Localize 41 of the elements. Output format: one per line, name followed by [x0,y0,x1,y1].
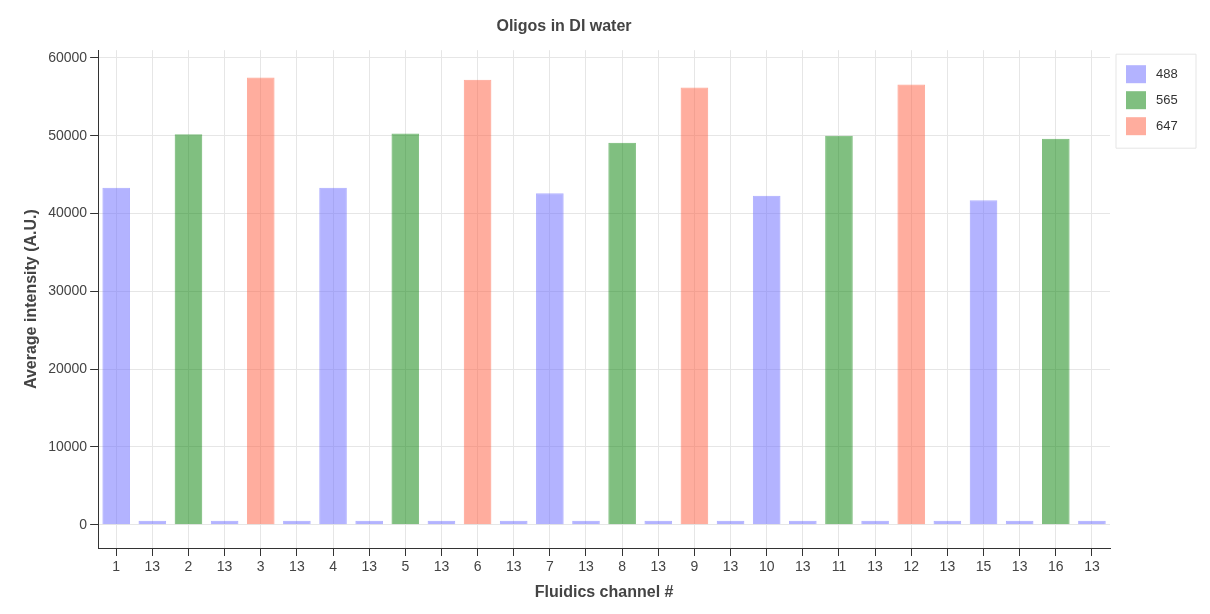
y-tick-label: 20000 [48,359,88,376]
y-tick-label: 60000 [48,48,88,65]
x-tick-label: 4 [329,558,338,575]
x-tick-label: 11 [831,558,847,575]
x-tick-label: 8 [618,558,627,575]
x-tick-label: 13 [361,558,378,575]
legend-label: 647 [1156,117,1178,133]
x-tick-label: 1 [112,558,121,575]
x-tick-label: 12 [903,558,920,575]
x-tick-label: 13 [1011,558,1028,575]
x-tick-label: 13 [433,558,450,575]
legend-label: 565 [1156,91,1178,107]
x-tick-label: 6 [473,558,482,575]
x-tick-label: 13 [578,558,594,575]
y-tick-label: 0 [79,515,88,532]
x-tick-label: 13 [867,558,884,575]
y-tick-label: 50000 [48,126,88,143]
x-tick-label: 13 [289,558,305,575]
x-tick-label: 2 [184,558,193,575]
y-tick-label: 10000 [48,437,88,454]
x-tick-label: 5 [401,558,410,575]
chart-title: Oligos in DI water [496,17,632,35]
x-tick-label: 13 [795,558,811,575]
x-tick-label: 13 [144,558,161,575]
x-tick-label: 13 [939,558,956,575]
x-tick-label: 15 [975,558,992,575]
x-axis-title: Fluidics channel # [534,582,674,600]
x-tick-label: 13 [505,558,522,575]
y-tick-label: 30000 [48,282,88,299]
y-tick-label: 40000 [48,204,88,221]
x-tick-label: 7 [545,558,554,575]
x-tick-label: 16 [1048,558,1064,575]
x-tick-label: 13 [1084,558,1100,575]
y-axis-title: Average intensity (A.U.) [22,209,40,390]
x-tick-label: 13 [216,558,233,575]
x-tick-label: 3 [256,558,265,575]
legend-label: 488 [1156,65,1178,81]
x-tick-label: 9 [690,558,699,575]
x-tick-label: 13 [722,558,739,575]
x-tick-label: 13 [650,558,667,575]
x-tick-label: 10 [758,558,775,575]
